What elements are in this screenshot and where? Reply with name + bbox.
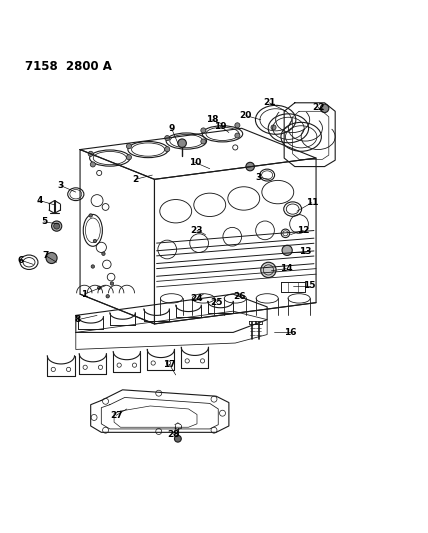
Circle shape [51, 221, 62, 231]
Circle shape [178, 139, 186, 148]
Text: 8: 8 [75, 315, 81, 324]
Text: 20: 20 [240, 111, 252, 120]
Text: 1: 1 [81, 289, 87, 298]
Circle shape [261, 262, 276, 278]
Text: 17: 17 [163, 360, 175, 369]
Circle shape [102, 252, 105, 255]
Circle shape [88, 151, 93, 156]
Circle shape [106, 295, 110, 298]
Text: 3: 3 [58, 181, 64, 190]
Text: 22: 22 [312, 102, 324, 111]
Text: 5: 5 [41, 217, 47, 227]
Text: 13: 13 [299, 247, 312, 256]
Text: 4: 4 [36, 196, 43, 205]
Circle shape [175, 435, 181, 442]
Text: 21: 21 [263, 98, 276, 107]
Circle shape [201, 139, 206, 144]
Circle shape [282, 245, 292, 255]
Text: 10: 10 [189, 158, 201, 167]
Text: 9: 9 [168, 124, 175, 133]
Circle shape [90, 162, 95, 167]
Circle shape [235, 123, 240, 128]
Text: 23: 23 [191, 226, 203, 235]
Circle shape [246, 163, 254, 171]
Text: 28: 28 [167, 430, 180, 439]
Text: 19: 19 [214, 122, 227, 131]
Text: 6: 6 [18, 256, 24, 264]
Text: 27: 27 [110, 411, 122, 420]
Circle shape [91, 265, 95, 268]
Text: 7158  2800 A: 7158 2800 A [25, 60, 112, 73]
Text: 24: 24 [191, 294, 203, 303]
Text: 18: 18 [205, 115, 218, 124]
Text: 3: 3 [256, 173, 262, 182]
Circle shape [46, 253, 57, 263]
Text: 12: 12 [297, 226, 309, 235]
Circle shape [235, 133, 240, 138]
Text: 26: 26 [233, 292, 246, 301]
Text: 2: 2 [132, 175, 139, 184]
Circle shape [126, 143, 131, 149]
Circle shape [165, 147, 170, 152]
Circle shape [271, 125, 276, 130]
Text: 7: 7 [43, 252, 49, 260]
Text: 16: 16 [284, 328, 297, 337]
Circle shape [165, 135, 170, 141]
Circle shape [98, 286, 101, 289]
Text: 15: 15 [303, 281, 316, 290]
Circle shape [201, 128, 206, 133]
Circle shape [126, 155, 131, 160]
Text: 11: 11 [306, 198, 318, 207]
Circle shape [89, 214, 92, 217]
Circle shape [320, 104, 329, 112]
Text: 14: 14 [280, 264, 293, 273]
Circle shape [110, 282, 114, 285]
Text: 25: 25 [210, 298, 223, 307]
Circle shape [54, 223, 59, 229]
Circle shape [93, 239, 97, 243]
